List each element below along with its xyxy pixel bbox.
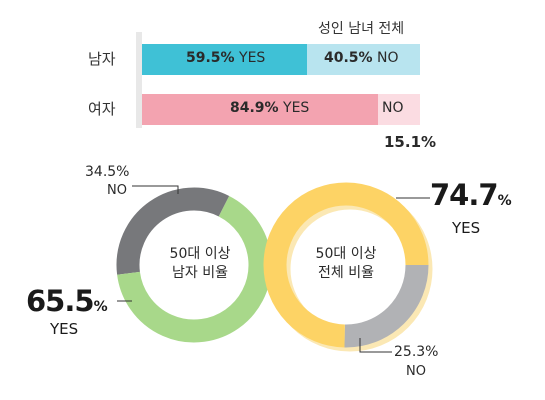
donut-all-center-line1: 50대 이상 [315, 246, 377, 262]
pct-sign: % [264, 100, 279, 116]
donut-men [116, 187, 272, 343]
pct-sign: % [358, 50, 373, 66]
donut-men-no-pct: 34.5% [85, 164, 129, 180]
donut-all-yes-pct: 74.7% [430, 178, 512, 212]
donut-all-yes-word: YES [452, 219, 481, 237]
donut-all-yes-slice [263, 182, 429, 348]
pct-sign: % [497, 193, 512, 209]
donut-men-center: 50대 이상 남자 비율 [150, 245, 250, 283]
leader-line-men-no [132, 185, 179, 194]
donut-all-no-pct: 25.3% [394, 344, 438, 360]
bar-women-no [378, 94, 420, 125]
bar-men-yes-pct: 59.5 [186, 50, 221, 66]
bar-axis [136, 32, 142, 128]
leader-line-all-no [359, 338, 392, 353]
pct-sign: % [421, 133, 437, 151]
donut-all [263, 182, 433, 352]
donut-men-center-line1: 50대 이상 [169, 246, 231, 262]
donut-men-center-line2: 남자 비율 [172, 265, 228, 281]
donut-men-yes-word: YES [50, 320, 79, 338]
donut-men-yes-pct: 65.5% [26, 284, 108, 318]
bar-women-no-pct: 15.1% [384, 133, 436, 151]
bar-women-yes-label: 84.9% YES [230, 100, 309, 116]
bar-men-no [307, 44, 420, 75]
bar-women-no-pct-value: 15.1 [384, 133, 422, 151]
donut-all-center: 50대 이상 전체 비율 [296, 245, 396, 283]
donut-all-no-slice [344, 264, 429, 348]
donut-men-no-word: NO [107, 183, 127, 198]
bar-women-yes-word: YES [283, 100, 310, 116]
pct-sign: % [93, 299, 108, 315]
bar-chart-title: 성인 남녀 전체 [318, 21, 405, 37]
bar-men-no-word: NO [377, 50, 399, 66]
pct-sign: % [116, 164, 130, 180]
bar-men-no-label: 40.5% NO [324, 50, 399, 66]
donut-all-no-value: 25.3 [394, 344, 426, 360]
bar-men-yes [142, 44, 308, 75]
bar-men-no-pct: 40.5 [324, 50, 359, 66]
bar-row-label-women: 여자 [88, 100, 116, 118]
bar-men-yes-label: 59.5% YES [186, 50, 265, 66]
pct-sign: % [425, 344, 439, 360]
bar-women-yes-pct: 84.9 [230, 100, 265, 116]
donut-men-yes-value: 65.5 [26, 284, 95, 318]
bar-row-label-men: 남자 [88, 50, 116, 68]
bar-men-yes-word: YES [239, 50, 266, 66]
donut-men-yes-slice [117, 195, 272, 343]
donut-all-center-line2: 전체 비율 [318, 265, 374, 281]
donut-men-no-slice [116, 187, 230, 275]
donut-men-no-value: 34.5 [85, 164, 117, 180]
donut-all-no-word: NO [406, 364, 426, 379]
donut-all-yes-value: 74.7 [430, 178, 499, 212]
bar-women-yes [142, 94, 379, 125]
pct-sign: % [220, 50, 235, 66]
bar-women-no-word: NO [382, 100, 404, 116]
